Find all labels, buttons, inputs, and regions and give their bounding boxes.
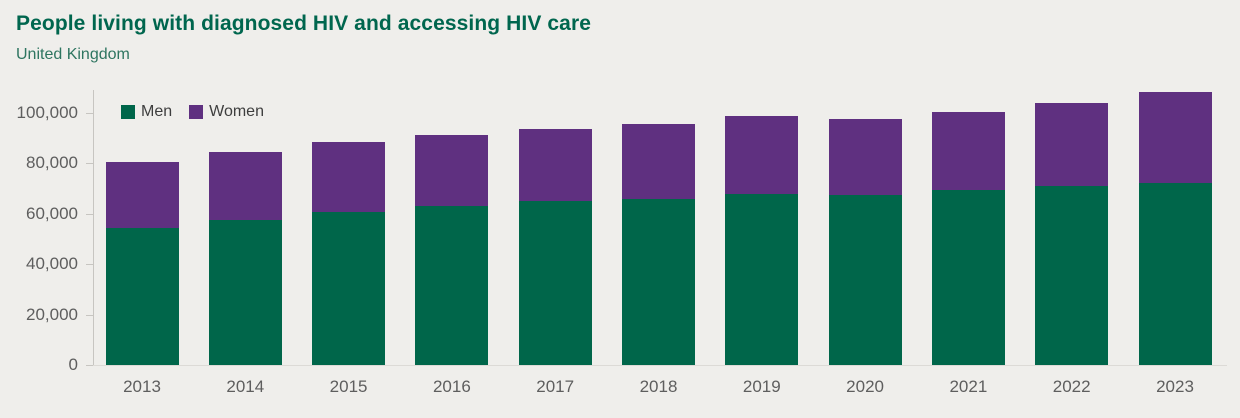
bar-segment-women-2021: [931, 112, 1005, 191]
men-series-swatch-icon: [121, 105, 135, 119]
x-axis-tick-label: 2019: [742, 377, 781, 396]
x-axis-tick-label: 2020: [846, 377, 884, 396]
bar-segment-women-2018: [622, 124, 695, 200]
y-axis-tick-label: 40,000: [26, 254, 78, 274]
x-axis-tick-label: 2022: [1052, 377, 1091, 396]
bar-segment-men-2022: [1035, 186, 1109, 365]
bar-2013: [105, 162, 179, 365]
y-axis-line: [93, 90, 94, 365]
y-axis-tick-mark: [86, 113, 93, 114]
bar-segment-women-2014: [208, 152, 282, 220]
bar-2016: [415, 134, 489, 365]
y-axis-tick-label: 60,000: [26, 203, 78, 223]
bar-2022: [1035, 103, 1109, 365]
bar-2018: [622, 124, 695, 365]
bar-segment-women-2022: [1035, 103, 1109, 187]
y-axis-tick-label: 0: [68, 355, 78, 374]
chart-subtitle: United Kingdom: [16, 46, 130, 63]
bar-segment-men-2018: [622, 199, 695, 365]
bar-2021: [931, 112, 1005, 365]
bar-segment-men-2021: [931, 190, 1005, 365]
chart-title: People living with diagnosed HIV and acc…: [16, 12, 591, 35]
legend-item-men: Men: [121, 103, 172, 121]
x-axis-tick-label: 2013: [123, 377, 161, 396]
bar-segment-men-2023: [1138, 183, 1212, 365]
bar-2023: [1138, 92, 1212, 365]
x-axis-tick-label: 2018: [639, 377, 678, 396]
y-axis-tick-label: 80,000: [26, 153, 78, 173]
bar-segment-men-2013: [105, 228, 179, 365]
y-axis-tick-label: 20,000: [26, 304, 78, 324]
bar-2015: [312, 141, 386, 365]
x-axis-tick-label: 2023: [1156, 377, 1194, 396]
x-axis-tick-label: 2017: [536, 377, 575, 396]
x-axis-tick-label: 2021: [949, 377, 988, 396]
bar-segment-men-2017: [518, 201, 592, 365]
bar-segment-women-2015: [312, 141, 386, 213]
bar-segment-men-2020: [828, 195, 902, 365]
bar-segment-women-2023: [1138, 92, 1212, 184]
y-axis-tick-mark: [86, 163, 93, 164]
bar-segment-women-2019: [725, 115, 799, 194]
legend: Men Women: [121, 103, 264, 121]
bar-segment-women-2020: [828, 118, 902, 196]
bar-segment-men-2019: [725, 193, 799, 365]
bar-segment-women-2017: [518, 128, 592, 202]
women-series-swatch-icon: [189, 105, 204, 119]
x-axis-tick-label: 2015: [329, 377, 368, 396]
y-axis-tick-label: 100,000: [16, 103, 78, 122]
bar-2019: [725, 115, 799, 365]
x-axis-baseline: [93, 365, 1227, 366]
bar-segment-men-2014: [208, 219, 282, 365]
legend-item-women: Women: [189, 103, 264, 121]
bar-segment-men-2016: [415, 205, 489, 365]
legend-label-men: Men: [141, 103, 173, 120]
y-axis-tick-mark: [86, 214, 93, 215]
y-axis-tick-mark: [86, 365, 93, 366]
bar-segment-women-2013: [105, 162, 179, 229]
bar-segment-women-2016: [415, 134, 489, 206]
bar-2020: [828, 118, 902, 365]
x-axis-tick-label: 2014: [226, 377, 265, 396]
bar-segment-men-2015: [312, 212, 386, 365]
x-axis-tick-label: 2016: [432, 377, 471, 396]
y-axis-tick-mark: [86, 315, 93, 316]
y-axis-tick-mark: [86, 264, 93, 265]
bar-2017: [518, 128, 592, 365]
legend-label-women: Women: [209, 103, 264, 120]
bar-2014: [208, 152, 282, 365]
